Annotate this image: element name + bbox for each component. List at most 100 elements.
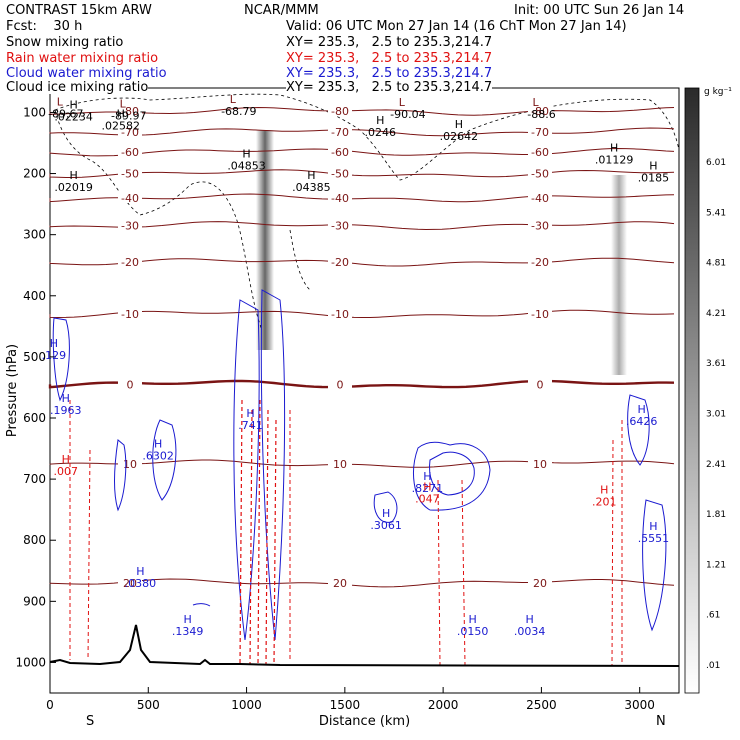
y-axis-label: Pressure (hPa)	[5, 344, 20, 437]
snow-shading-plume-2	[611, 175, 627, 375]
isotherm	[49, 169, 675, 178]
snow-max-value: .04853	[227, 159, 266, 172]
isotherm-label-bg	[118, 308, 142, 320]
isotherm	[49, 257, 675, 267]
y-tick-label: 300	[23, 228, 46, 242]
colorbar-unit: g kg⁻¹	[704, 87, 732, 97]
cloud-water-max-h-marker: H	[136, 565, 144, 578]
isotherm	[49, 578, 675, 588]
cloud-water-max-value: .6426	[626, 415, 658, 428]
cloud-water-max-value: .741	[238, 419, 263, 432]
y-tick-label: 700	[23, 472, 46, 486]
rain-max-h-marker: H	[423, 481, 431, 494]
snow-max-h-marker: H	[455, 118, 463, 131]
x-tick-label: 1500	[330, 698, 361, 712]
colorbar-tick-label: .61	[706, 611, 720, 621]
low-temp-value: -90.04	[390, 108, 425, 121]
colorbar-tick-label: 3.61	[706, 359, 726, 369]
isotherm	[49, 147, 675, 157]
isotherm-label-bg	[118, 126, 142, 137]
isotherm-label-bg	[328, 378, 352, 390]
isotherm-label: -60	[531, 146, 549, 159]
isotherm-label: 0	[127, 378, 134, 391]
temperature-contours: -80 -80 -80 -70 -70 -70 -60 -60 -60 -50 -50 -50 -40 -…	[48, 105, 675, 590]
y-tick-label: 200	[23, 167, 46, 181]
low-temp-value: -68.79	[221, 105, 256, 118]
x-tick-label: 2500	[526, 698, 557, 712]
maxima-labels: H.02234 H.02582H.04853H.04385H.0246H.0264…	[42, 93, 670, 638]
low-marker: L	[57, 96, 64, 109]
cloud-water-max-h-marker: H	[423, 470, 431, 483]
low-temp-value: -88.6	[527, 108, 555, 121]
cloud-ice-outline	[54, 93, 680, 331]
isotherm-label: -70	[531, 126, 549, 139]
isotherm-label-bg	[328, 256, 352, 268]
cloud-water-max-h-marker: H	[525, 613, 533, 626]
low-marker: L	[120, 97, 127, 110]
colorbar-tick-label: 5.41	[706, 208, 726, 218]
low-marker: L	[230, 93, 237, 106]
x-tick-label: 500	[137, 698, 160, 712]
isotherm-label: -50	[531, 168, 549, 181]
init-label: Init: 00 UTC Sun 26 Jan 14	[514, 3, 685, 18]
cloud-water-max-h-marker: H	[183, 613, 191, 626]
isotherm-label: 10	[533, 458, 547, 471]
isotherm-label-bg	[118, 457, 142, 469]
isotherm-label: -30	[331, 220, 349, 233]
snow-max-h-marker: H	[69, 169, 77, 182]
isotherm-label: -10	[331, 308, 349, 321]
isotherm-label: -80	[531, 105, 549, 118]
isotherm-label: -40	[531, 192, 549, 205]
low-marker: L	[399, 96, 406, 109]
terrain-line	[49, 624, 680, 667]
snow-max-value: .02642	[440, 130, 479, 143]
legend-rain: Rain water mixing ratio	[6, 51, 159, 66]
colorbar-labels: 6.01 5.41 4.81 4.21 3.61 3.01 2.41 1.81 1.21 .61.…	[706, 158, 726, 671]
snow-max-value: .04385	[292, 181, 331, 194]
x-tick-label: 0	[46, 698, 54, 712]
isotherm-label: -60	[121, 146, 139, 159]
y-tick-label: 400	[23, 289, 46, 303]
cloud-water-max-value: .1963	[50, 404, 82, 417]
isotherm-label-bg	[528, 378, 552, 390]
cloud-water-max-value: .0034	[514, 625, 546, 638]
isotherm-label-bg	[328, 192, 352, 203]
x-tick-label: 3000	[624, 698, 655, 712]
isotherm	[48, 379, 675, 389]
isotherm-label-bg	[528, 219, 552, 231]
legend-cloud-ice: Cloud ice mixing ratio	[6, 80, 149, 95]
colorbar-tick-label: 1.21	[706, 560, 726, 570]
snow-max-h-marker: H	[649, 160, 657, 173]
colorbar-tick-label: 4.21	[706, 309, 726, 319]
cloud-water-max-value: .5551	[638, 532, 670, 545]
isotherm-label: -10	[531, 308, 549, 321]
isotherm-label-bg	[528, 146, 552, 158]
snow-max-h-marker: H	[307, 169, 315, 182]
rain-max-h-marker: H	[600, 484, 608, 497]
isotherm-label: 0	[337, 378, 344, 391]
isotherm-label-bg	[328, 126, 352, 137]
x-tick-label: 1000	[231, 698, 262, 712]
isotherm-label: -50	[331, 168, 349, 181]
isotherm	[49, 309, 675, 319]
y-tick-label: 100	[23, 105, 46, 119]
snow-max-value: .02582	[102, 120, 141, 133]
snow-max-value: .0185	[638, 172, 670, 185]
isotherm-label: -80	[121, 105, 139, 118]
y-tick-label: 500	[23, 350, 46, 364]
cloud-water-max-h-marker: H	[468, 613, 476, 626]
plot-frame	[49, 87, 680, 694]
legend-rain-xy: XY= 235.3, 2.5 to 235.3,214.7	[286, 51, 493, 66]
isotherm-label-bg	[528, 105, 552, 117]
isotherm	[49, 459, 675, 468]
isotherm-label: -30	[531, 220, 549, 233]
isotherm-label-bg	[328, 167, 352, 179]
low-temp-value: -89.97	[111, 109, 146, 122]
isotherm-label-bg	[528, 577, 552, 588]
model-title: CONTRAST 15km ARW	[6, 3, 152, 18]
isotherm-label-bg	[528, 256, 552, 268]
isotherm-label: -70	[121, 126, 139, 139]
isotherm-label-bg	[118, 146, 142, 158]
isotherm-label: -60	[331, 146, 349, 159]
